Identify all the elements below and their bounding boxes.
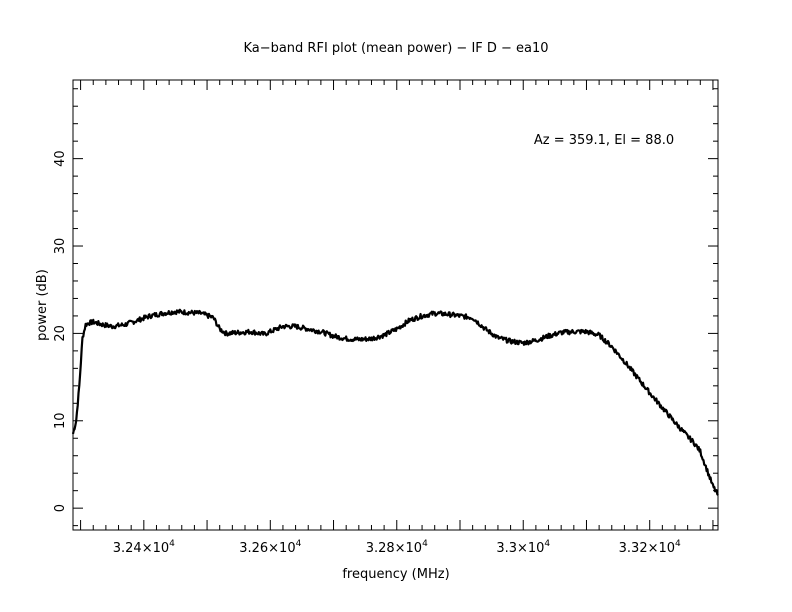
x-tick-label: 3.28×104 <box>366 539 428 556</box>
x-tick-labels: 3.24×104 3.26×104 3.28×104 3.3×104 3.32×104 <box>113 539 681 556</box>
y-tick-label: 0 <box>53 504 68 512</box>
y-axis-label: power (dB) <box>35 269 50 341</box>
plot-frame <box>72 79 719 531</box>
y-tick-label: 20 <box>53 325 68 342</box>
y-tick-label: 10 <box>53 413 68 430</box>
x-tick-label: 3.32×104 <box>619 539 681 556</box>
series-line <box>71 308 719 496</box>
x-tick-label: 3.24×104 <box>113 539 175 556</box>
axis-ticks <box>73 80 718 530</box>
chart-title: Ka−band RFI plot (mean power) − IF D − e… <box>243 41 548 56</box>
pointing-annotation: Az = 359.1, El = 88.0 <box>534 133 674 148</box>
y-tick-labels: 0 10 20 30 40 <box>53 150 68 512</box>
y-tick-label: 30 <box>53 238 68 255</box>
x-tick-label: 3.26×104 <box>239 539 301 556</box>
x-tick-label: 3.3×104 <box>496 539 550 556</box>
x-axis-label: frequency (MHz) <box>342 567 449 582</box>
y-tick-label: 40 <box>53 150 68 167</box>
